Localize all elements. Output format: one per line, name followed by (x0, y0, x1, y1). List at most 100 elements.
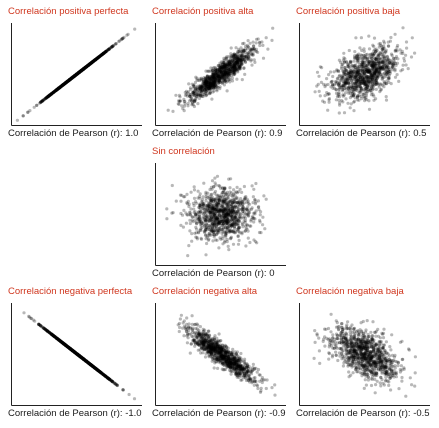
scatter-point (221, 186, 225, 190)
scatter-point (225, 213, 230, 217)
scatter-point (223, 197, 227, 202)
scatter-point (81, 67, 86, 71)
scatter-point (365, 68, 369, 72)
scatter-point (55, 88, 59, 92)
scatter-point (360, 81, 364, 85)
scatter-point (195, 93, 199, 97)
scatter-point (200, 199, 204, 203)
scatter-point (232, 57, 236, 61)
scatter-point (104, 374, 108, 379)
scatter-point (71, 349, 75, 353)
scatter-point (220, 231, 224, 235)
scatter-point (342, 56, 346, 60)
scatter-point (90, 364, 94, 368)
scatter-point (364, 65, 368, 69)
scatter-point (77, 70, 81, 74)
scatter-point (77, 71, 81, 75)
scatter-point (380, 67, 384, 71)
scatter-point (222, 76, 226, 80)
scatter-point (362, 54, 367, 58)
scatter-point (392, 56, 396, 61)
scatter-point (369, 55, 373, 59)
scatter-point (26, 110, 30, 114)
scatter-point (51, 333, 55, 338)
scatter-point (195, 78, 199, 82)
scatter-point (97, 55, 101, 59)
scatter-point (94, 367, 98, 371)
scatter-point (231, 200, 235, 204)
scatter-point (99, 53, 103, 58)
scatter-point (212, 233, 216, 237)
scatter-point (363, 84, 367, 88)
scatter-point (89, 363, 93, 367)
scatter-point (93, 58, 97, 62)
scatter-point (86, 63, 90, 67)
scatter-point (74, 351, 78, 356)
scatter-point (75, 72, 80, 76)
scatter-point (213, 74, 217, 78)
scatter-point (58, 85, 62, 89)
scatter-point (387, 44, 391, 48)
scatter-point (359, 81, 363, 85)
scatter-point (385, 67, 389, 71)
scatter-point (72, 74, 76, 79)
scatter-point (79, 69, 83, 73)
scatter-point (56, 337, 60, 341)
scatter-point (69, 76, 74, 80)
scatter-point (347, 65, 351, 69)
scatter-point (97, 54, 101, 59)
scatter-point (347, 85, 351, 89)
scatter-point (197, 205, 201, 209)
scatter-point (350, 81, 354, 85)
scatter-point (229, 215, 233, 219)
scatter-point (251, 44, 256, 48)
scatter-point (377, 60, 381, 64)
scatter-point (87, 361, 91, 365)
scatter-point (91, 364, 95, 368)
scatter-point (361, 62, 365, 66)
scatter-point (100, 52, 104, 57)
scatter-point (71, 349, 75, 353)
scatter-point (97, 55, 101, 59)
scatter-point (86, 361, 90, 365)
scatter-point (76, 353, 80, 357)
scatter-point (349, 84, 353, 88)
scatter-point (231, 66, 235, 71)
scatter-point (227, 206, 231, 210)
scatter-point (239, 207, 243, 211)
scatter-point (211, 81, 215, 85)
scatter-point (237, 63, 241, 67)
scatter-point (339, 60, 343, 64)
scatter-point (216, 215, 220, 219)
scatter-point (232, 53, 236, 58)
scatter-point (371, 75, 375, 79)
scatter-point (56, 87, 60, 91)
scatter-point (224, 57, 228, 61)
scatter-point (204, 83, 209, 87)
scatter-point (206, 223, 210, 227)
scatter-point (264, 36, 268, 40)
scatter-point (98, 54, 102, 58)
scatter-point (223, 70, 227, 74)
scatter-point (356, 57, 360, 61)
scatter-point (245, 52, 249, 56)
scatter-point (68, 77, 72, 81)
scatter-point (68, 78, 72, 82)
scatter-point (63, 343, 67, 347)
scatter-point (232, 68, 236, 72)
scatter-point (221, 68, 225, 73)
scatter-point (374, 49, 378, 53)
scatter-point (81, 67, 85, 71)
scatter-point (270, 38, 274, 42)
scatter-point (73, 351, 77, 355)
scatter-point (355, 72, 359, 76)
scatter-point (72, 350, 76, 354)
scatter-point (228, 62, 232, 66)
scatter-point (80, 68, 85, 72)
scatter-point (183, 102, 187, 106)
scatter-point (369, 62, 373, 66)
scatter-point (237, 225, 241, 229)
scatter-point (69, 76, 73, 81)
scatter-point (254, 47, 258, 51)
scatter-point (340, 63, 344, 67)
